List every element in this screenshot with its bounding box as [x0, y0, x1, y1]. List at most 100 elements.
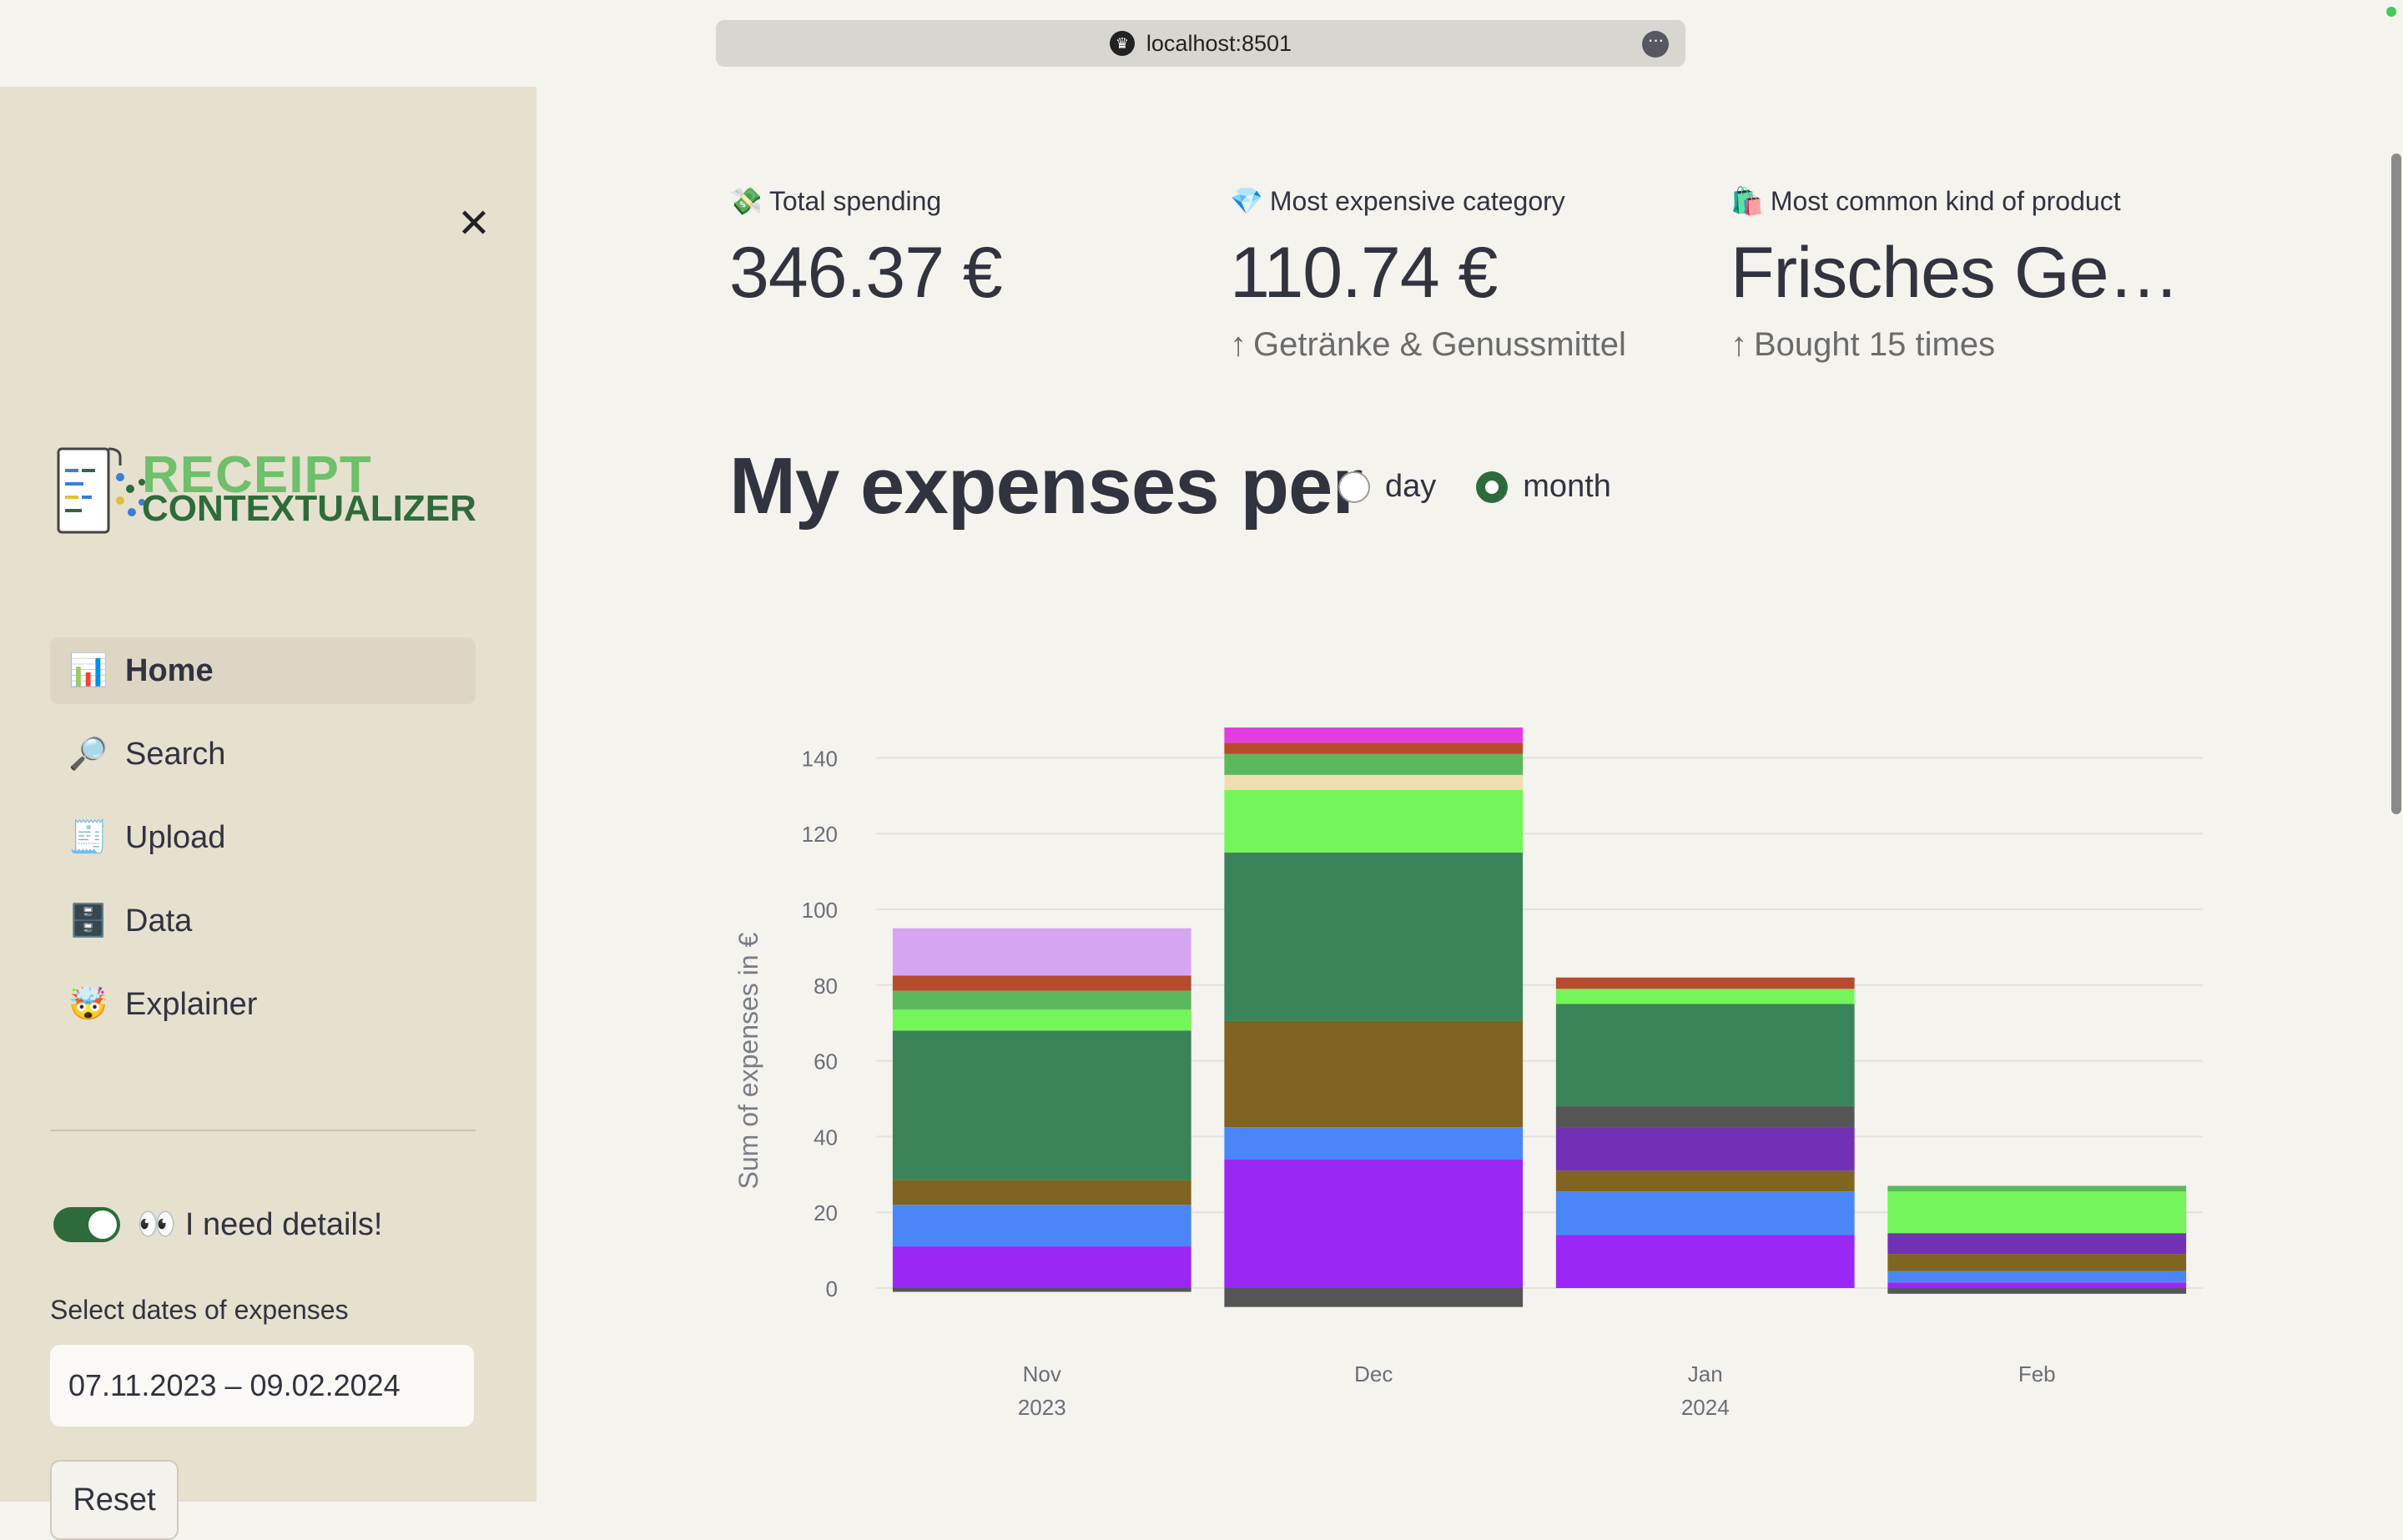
bar-chart-icon: 📊 [68, 653, 108, 688]
url-text: localhost:8501 [1146, 30, 1292, 56]
details-toggle[interactable] [53, 1207, 120, 1242]
sidebar-item-home[interactable]: 📊 Home [50, 637, 476, 704]
radio-month[interactable]: month [1476, 469, 1611, 505]
metric-label: 🛍️ Most common kind of product [1730, 185, 2198, 217]
bar-segment [892, 1180, 1191, 1205]
reset-button[interactable]: Reset [50, 1460, 179, 1540]
status-dot [2386, 7, 2396, 17]
sidebar-nav: 📊 Home 🔎 Search 🧾 Upload 🗄️ Data 🤯 Expla… [50, 637, 476, 1054]
sidebar-item-label: Explainer [125, 986, 258, 1022]
y-tick-label: 120 [802, 822, 838, 847]
shopping-bags-icon: 🛍️ [1730, 186, 1764, 216]
x-tick-label: Jan [1688, 1361, 1723, 1387]
bar-segment [892, 990, 1191, 1010]
metric-label-text: Most common kind of product [1770, 185, 2121, 216]
metric-label-text: Total spending [768, 185, 942, 216]
bar-segment [1224, 1020, 1524, 1128]
sidebar-item-search[interactable]: 🔎 Search [50, 721, 476, 788]
bar-segment [1224, 753, 1524, 775]
date-range-label: Select dates of expenses [50, 1295, 349, 1325]
logo-text-contextualizer: CONTEXTUALIZER [142, 488, 476, 529]
sidebar-item-upload[interactable]: 🧾 Upload [50, 804, 476, 871]
file-cabinet-icon: 🗄️ [68, 903, 108, 939]
bar-segment [1224, 852, 1524, 1021]
sidebar-item-label: Search [125, 736, 226, 772]
date-range-input[interactable]: 07.11.2023 – 09.02.2024 [50, 1345, 474, 1427]
bar-segment [892, 1246, 1191, 1288]
metric-total-spending: 💸 Total spending 346.37 € [729, 185, 1213, 315]
bar-segment [892, 1009, 1191, 1031]
y-axis-label: Sum of expenses in € [733, 933, 763, 1190]
radio-circle [1338, 471, 1370, 503]
bar-segment [1555, 1004, 1855, 1107]
bar-segment [1555, 1106, 1855, 1128]
bar-segment [1887, 1191, 2187, 1234]
arrow-up-icon: ↑ [1230, 326, 1247, 363]
bar-segment [1887, 1185, 2187, 1192]
bar-segment [1224, 1288, 1524, 1307]
y-tick-label: 140 [802, 746, 838, 771]
browser-toolbar: ♛ localhost:8501 ··· [0, 0, 2403, 87]
expenses-bar-chart: 0 20 40 60 80 100 120 140 Sum of expenses in € No… [733, 727, 2203, 1420]
x-tick-label: 2023 [1018, 1395, 1066, 1420]
bar-segment [1555, 1191, 1855, 1236]
arrow-up-icon: ↑ [1730, 326, 1747, 363]
bar-segment [1555, 1127, 1855, 1171]
bar-segment [1555, 989, 1855, 1004]
x-tick-label: Feb [2018, 1361, 2056, 1387]
sidebar-item-label: Data [125, 903, 193, 939]
y-tick-label: 60 [814, 1049, 838, 1074]
radio-circle [1476, 471, 1509, 503]
bar-segment [1555, 1235, 1855, 1288]
gem-icon: 💎 [1230, 186, 1263, 216]
address-bar[interactable]: ♛ localhost:8501 ··· [716, 20, 1685, 67]
metric-label-text: Most expensive category [1269, 185, 1565, 216]
bar-segment [1224, 1159, 1524, 1288]
y-tick-label: 0 [826, 1276, 838, 1301]
radio-day[interactable]: day [1338, 469, 1436, 505]
bar-segment [1224, 1127, 1524, 1160]
bar-segment [1887, 1271, 2187, 1283]
bar-segment [1224, 727, 1524, 743]
radio-label: day [1385, 469, 1437, 504]
y-tick-label: 40 [814, 1125, 838, 1150]
magnifier-icon: 🔎 [68, 737, 108, 772]
more-options-icon[interactable]: ··· [1642, 31, 1669, 58]
bar-segment [1887, 1233, 2187, 1255]
y-tick-label: 80 [814, 974, 838, 999]
sidebar-item-data[interactable]: 🗄️ Data [50, 888, 476, 954]
x-tick-label: Dec [1354, 1361, 1393, 1387]
scrollbar[interactable] [2391, 153, 2401, 814]
metric-value: 346.37 € [729, 233, 1003, 313]
metric-label: 💎 Most expensive category [1230, 185, 1714, 217]
metric-delta-text: Bought 15 times [1754, 326, 1996, 363]
section-title: My expenses per [729, 441, 1363, 531]
bar-segment [892, 975, 1191, 991]
bar-segment [1887, 1254, 2187, 1271]
radio-label: month [1523, 469, 1611, 504]
bar-segment [1887, 1282, 2187, 1288]
x-tick-label: 2024 [1681, 1395, 1730, 1420]
receipt-icon: 🧾 [68, 820, 108, 855]
sidebar-item-label: Home [125, 652, 214, 688]
metric-delta: ↑ Bought 15 times [1730, 326, 2198, 364]
bar-segment [892, 1288, 1191, 1292]
bar-segment [892, 1030, 1191, 1180]
money-with-wings-icon: 💸 [729, 186, 763, 216]
sidebar: ✕ RECEIPT CONTEXTUALIZER 📊 Home 🔎 Search… [0, 87, 537, 1540]
close-sidebar-icon[interactable]: ✕ [456, 202, 491, 246]
sidebar-divider [50, 1130, 476, 1131]
bar-segment [1555, 1170, 1855, 1192]
bar-segment [1555, 977, 1855, 989]
app-logo: RECEIPT CONTEXTUALIZER [57, 446, 476, 534]
metric-value: Frisches Ge… [1730, 233, 2180, 313]
metric-delta-text: Getränke & Genussmittel [1253, 326, 1626, 363]
aggregation-radio-group: day month [1338, 469, 1651, 505]
metric-delta: ↑ Getränke & Genussmittel [1230, 326, 1714, 364]
details-toggle-row: 👀 I need details! [53, 1206, 382, 1243]
metric-label: 💸 Total spending [729, 185, 1213, 217]
y-tick-label: 100 [802, 898, 838, 923]
metric-most-common-product: 🛍️ Most common kind of product Frisches … [1730, 185, 2198, 364]
sidebar-item-explainer[interactable]: 🤯 Explainer [50, 971, 476, 1038]
x-tick-label: Nov [1023, 1361, 1061, 1387]
